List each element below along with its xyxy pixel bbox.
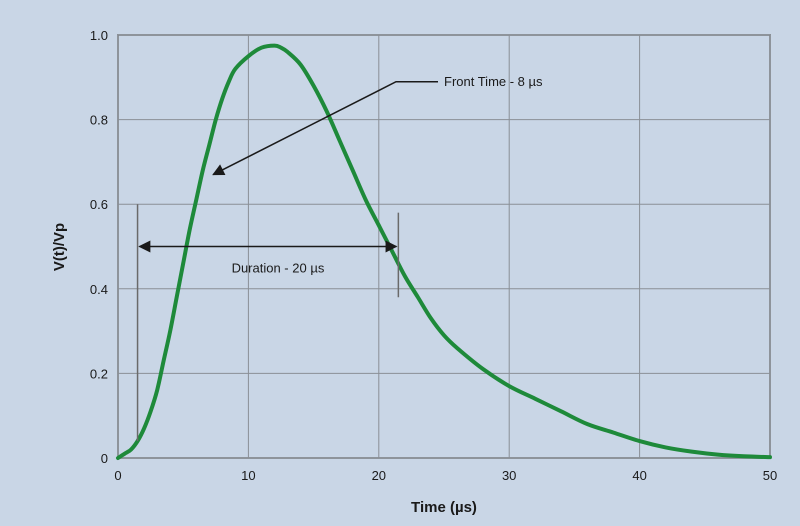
y-tick-label: 0.4 [90, 282, 108, 297]
front-time-label: Front Time - 8 µs [444, 74, 543, 89]
x-tick-label: 50 [763, 468, 777, 483]
x-tick-label: 20 [372, 468, 386, 483]
y-tick-label: 1.0 [90, 28, 108, 43]
duration-label: Duration - 20 µs [232, 261, 325, 276]
y-axis-title: V(t)/Vp [51, 223, 68, 271]
y-tick-label: 0.8 [90, 113, 108, 128]
x-tick-label: 40 [632, 468, 646, 483]
grid [117, 34, 771, 459]
x-tick-label: 10 [241, 468, 255, 483]
y-tick-label: 0 [101, 451, 108, 466]
series-line [116, 43, 772, 460]
y-tick-label: 0.6 [90, 197, 108, 212]
x-tick-label: 30 [502, 468, 516, 483]
x-axis-title: Time (µs) [411, 499, 477, 516]
annotations: Front Time - 8 µs Duration - 20 µs [136, 74, 543, 442]
y-tick-label: 0.2 [90, 366, 108, 381]
front-time-leader-arrow [212, 81, 438, 176]
x-tick-label: 0 [114, 468, 121, 483]
tick-labels: 0 10 20 30 40 50 0 0.2 0.4 0.6 0.8 1.0 [90, 28, 777, 483]
